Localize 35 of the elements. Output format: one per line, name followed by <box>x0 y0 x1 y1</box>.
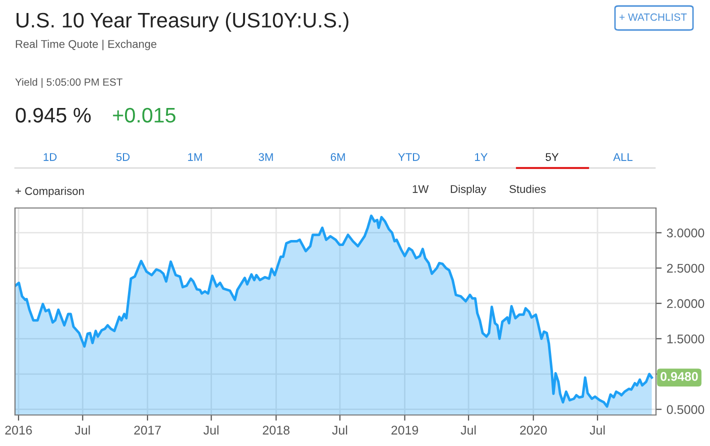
text: 1D <box>44 153 57 161</box>
text: 1W <box>412 185 429 193</box>
y-tick-label: 0.5000 <box>666 405 704 414</box>
y-tick-label: 2.5000 <box>667 264 704 273</box>
y-tick-label: 1.5000 <box>667 334 704 344</box>
text: YTD <box>398 153 420 161</box>
x-tick-label: 2018 <box>262 426 290 435</box>
x-tick-label: 2020 <box>520 426 547 435</box>
annotation: 0.9480 <box>660 372 698 381</box>
text: Display <box>450 184 486 196</box>
text: Studies <box>510 184 546 193</box>
text: 0.945 % <box>16 108 91 123</box>
x-tick-label: Jul <box>74 425 90 435</box>
y-tick-label: 3.0000 <box>666 228 704 238</box>
text: ALL <box>613 153 633 161</box>
x-tick-label: Jul <box>460 425 476 435</box>
y-tick-label: 2.0000 <box>667 299 704 308</box>
text: 5Y <box>546 153 559 161</box>
text: + WATCHLIST <box>620 13 687 21</box>
text: + Comparison <box>16 186 84 198</box>
text: 6M <box>330 153 345 161</box>
text: Yield | 5:05:00 PM EST <box>15 78 122 88</box>
chart-subtitle: Real Time Quote | Exchange <box>16 40 156 50</box>
x-tick-label: Jul <box>332 425 348 435</box>
text: 1M <box>188 153 202 161</box>
text: 1Y <box>475 153 488 161</box>
x-tick-label: 2017 <box>134 426 161 435</box>
x-tick-label: Jul <box>590 425 605 435</box>
x-tick-label: 2019 <box>391 426 418 435</box>
x-tick-label: 2016 <box>5 426 32 435</box>
text: 5D <box>116 153 130 161</box>
text: +0.015 <box>113 108 176 123</box>
text: 3M <box>258 153 273 161</box>
x-tick-label: Jul <box>203 425 218 435</box>
chart-title: U.S. 10 Year Treasury (US10Y:U.S.) <box>16 12 348 32</box>
